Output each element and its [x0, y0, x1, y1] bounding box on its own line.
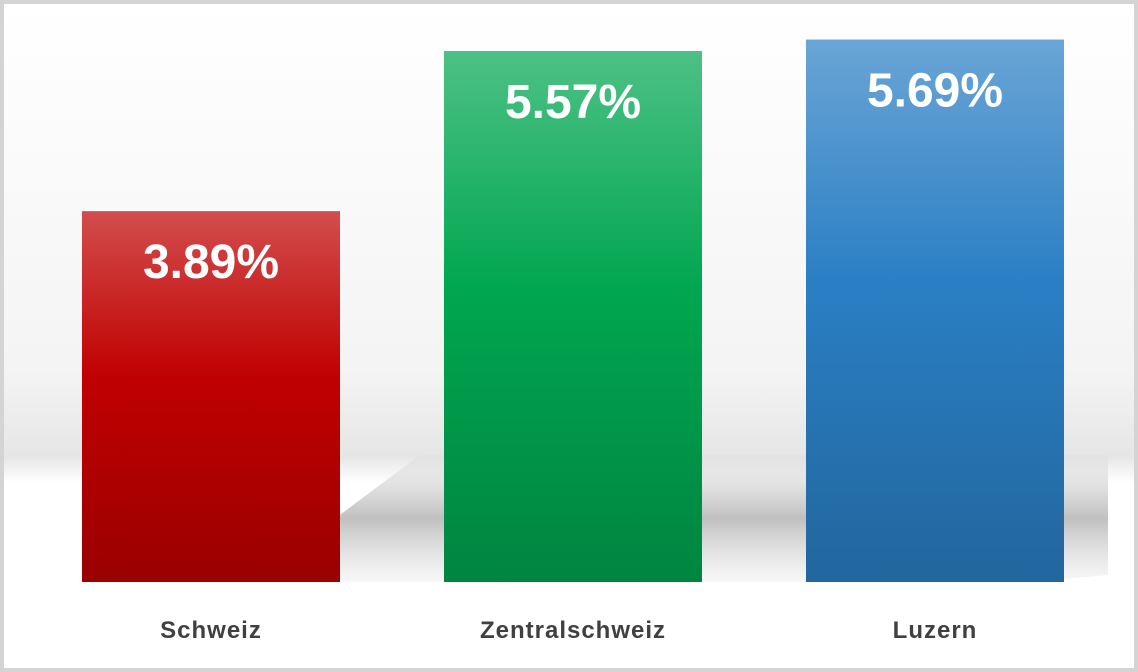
x-tick-label: Zentralschweiz	[480, 617, 666, 644]
value-label: 5.69%	[867, 65, 1003, 118]
value-label: 3.89%	[143, 236, 279, 289]
bar	[806, 39, 1064, 582]
bar	[444, 50, 702, 582]
bar	[82, 211, 340, 583]
x-tick-label: Schweiz	[160, 617, 262, 644]
value-label: 5.57%	[505, 76, 641, 129]
x-tick-label: Luzern	[893, 617, 978, 644]
